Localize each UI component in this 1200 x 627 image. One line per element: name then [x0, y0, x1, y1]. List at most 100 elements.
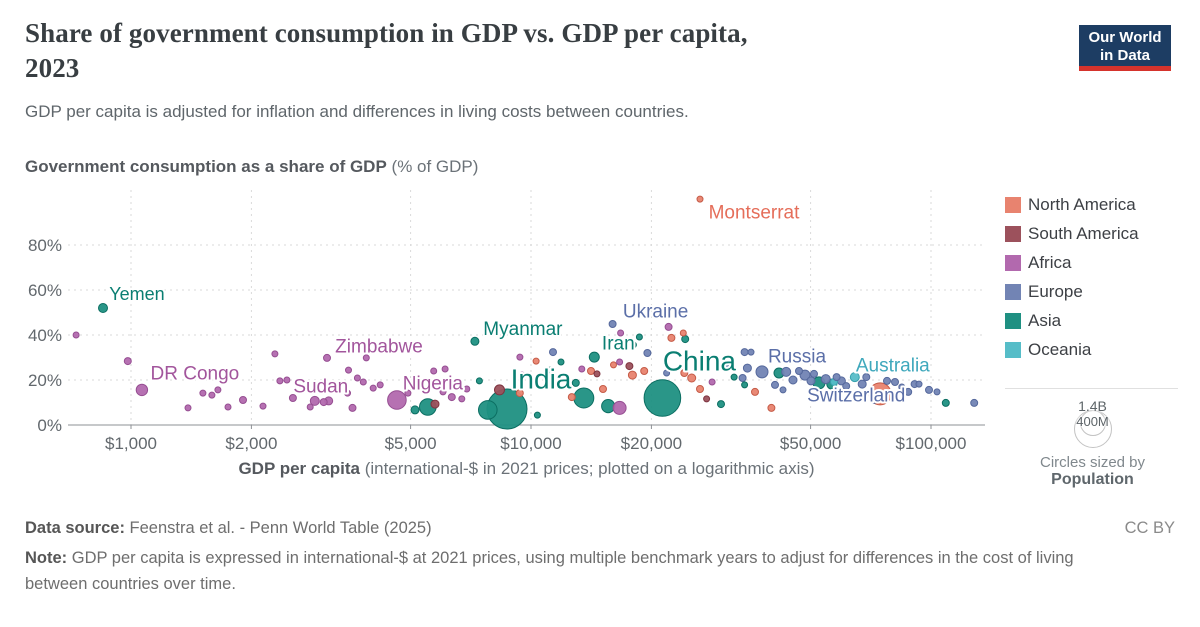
data-point[interactable]: [717, 400, 725, 409]
data-point[interactable]: [635, 333, 643, 341]
data-point[interactable]: [259, 402, 267, 410]
data-point[interactable]: [532, 357, 540, 365]
data-point[interactable]: [353, 374, 361, 382]
data-point[interactable]: [925, 385, 933, 394]
data-point-montserrat[interactable]: [696, 195, 704, 203]
data-point[interactable]: [806, 376, 816, 386]
data-point[interactable]: [359, 378, 367, 386]
country-label-russia[interactable]: Russia: [766, 344, 829, 369]
data-point[interactable]: [601, 399, 616, 414]
country-label-ukraine[interactable]: Ukraine: [621, 300, 690, 325]
data-point[interactable]: [696, 385, 704, 393]
data-point[interactable]: [447, 393, 456, 402]
country-label-dr-congo[interactable]: DR Congo: [149, 361, 242, 386]
data-point[interactable]: [687, 373, 697, 383]
data-point[interactable]: [862, 373, 871, 382]
data-point[interactable]: [738, 374, 747, 382]
country-label-china[interactable]: China: [661, 344, 739, 379]
data-point-myanmar[interactable]: [470, 336, 480, 346]
data-point[interactable]: [533, 411, 541, 419]
data-point-ukraine[interactable]: [608, 320, 617, 328]
country-label-nigeria[interactable]: Nigeria: [401, 372, 466, 397]
data-point[interactable]: [348, 403, 357, 412]
data-point[interactable]: [123, 357, 132, 366]
data-point[interactable]: [771, 380, 779, 389]
country-label-switzerland[interactable]: Switzerland: [805, 383, 907, 408]
data-point-switzerland[interactable]: [869, 393, 880, 404]
data-point[interactable]: [549, 348, 557, 357]
data-point-yemen[interactable]: [98, 303, 108, 313]
data-point[interactable]: [643, 349, 652, 357]
data-point[interactable]: [779, 386, 787, 394]
data-point[interactable]: [617, 329, 625, 337]
data-point[interactable]: [515, 389, 524, 398]
legend-item-asia[interactable]: Asia: [1005, 311, 1139, 330]
data-point-australia[interactable]: [849, 372, 860, 383]
data-point[interactable]: [72, 331, 80, 339]
data-point[interactable]: [208, 391, 216, 399]
data-point[interactable]: [680, 369, 689, 377]
data-point[interactable]: [679, 329, 687, 337]
data-point[interactable]: [627, 370, 637, 380]
data-point[interactable]: [184, 404, 192, 412]
data-point[interactable]: [915, 380, 923, 388]
data-point[interactable]: [625, 362, 634, 371]
country-label-montserrat[interactable]: Montserrat: [707, 201, 803, 226]
data-point[interactable]: [681, 335, 690, 344]
country-label-iran[interactable]: Iran: [600, 332, 637, 357]
data-point[interactable]: [430, 399, 440, 409]
data-point[interactable]: [593, 370, 601, 378]
data-point[interactable]: [404, 389, 412, 397]
data-point[interactable]: [546, 366, 554, 374]
data-point[interactable]: [439, 388, 447, 396]
data-point[interactable]: [747, 348, 755, 356]
data-point[interactable]: [478, 400, 498, 420]
data-point[interactable]: [616, 358, 624, 366]
data-point[interactable]: [344, 389, 351, 397]
country-label-india[interactable]: India: [509, 362, 574, 397]
data-point[interactable]: [369, 384, 377, 392]
data-point[interactable]: [612, 400, 627, 415]
data-point[interactable]: [933, 388, 941, 396]
data-point-dr-congo[interactable]: [135, 383, 149, 397]
data-point[interactable]: [730, 373, 738, 381]
legend-item-north-america[interactable]: North America: [1005, 195, 1139, 214]
data-point[interactable]: [410, 405, 420, 415]
data-point[interactable]: [741, 381, 749, 389]
data-point[interactable]: [475, 377, 483, 385]
legend-item-europe[interactable]: Europe: [1005, 282, 1139, 301]
data-point[interactable]: [516, 353, 524, 361]
data-point[interactable]: [199, 389, 207, 397]
data-point[interactable]: [557, 358, 565, 366]
data-point[interactable]: [810, 369, 818, 378]
data-point[interactable]: [283, 376, 291, 384]
data-point[interactable]: [224, 403, 232, 411]
data-point[interactable]: [599, 385, 607, 393]
data-point[interactable]: [518, 371, 526, 379]
data-point[interactable]: [703, 395, 711, 403]
data-point[interactable]: [708, 378, 716, 386]
data-point-zimbabwe[interactable]: [323, 353, 331, 362]
data-point[interactable]: [563, 374, 571, 382]
data-point[interactable]: [795, 367, 803, 375]
data-point[interactable]: [742, 363, 752, 373]
data-point-sudan[interactable]: [309, 395, 320, 406]
data-point[interactable]: [578, 365, 586, 373]
data-point[interactable]: [271, 350, 279, 358]
data-point[interactable]: [640, 367, 649, 375]
data-point[interactable]: [362, 354, 370, 362]
legend-item-south-america[interactable]: South America: [1005, 224, 1139, 243]
data-point[interactable]: [214, 386, 222, 394]
data-point[interactable]: [571, 378, 580, 387]
data-point[interactable]: [781, 366, 792, 377]
data-point[interactable]: [629, 341, 637, 349]
data-point[interactable]: [494, 384, 505, 396]
data-point[interactable]: [767, 403, 776, 412]
data-point[interactable]: [276, 377, 284, 385]
data-point[interactable]: [345, 366, 352, 374]
data-point[interactable]: [376, 381, 384, 389]
data-point[interactable]: [898, 383, 906, 391]
data-point[interactable]: [751, 387, 759, 396]
cc-by-link[interactable]: CC BY: [1124, 519, 1175, 537]
data-point[interactable]: [842, 382, 851, 391]
